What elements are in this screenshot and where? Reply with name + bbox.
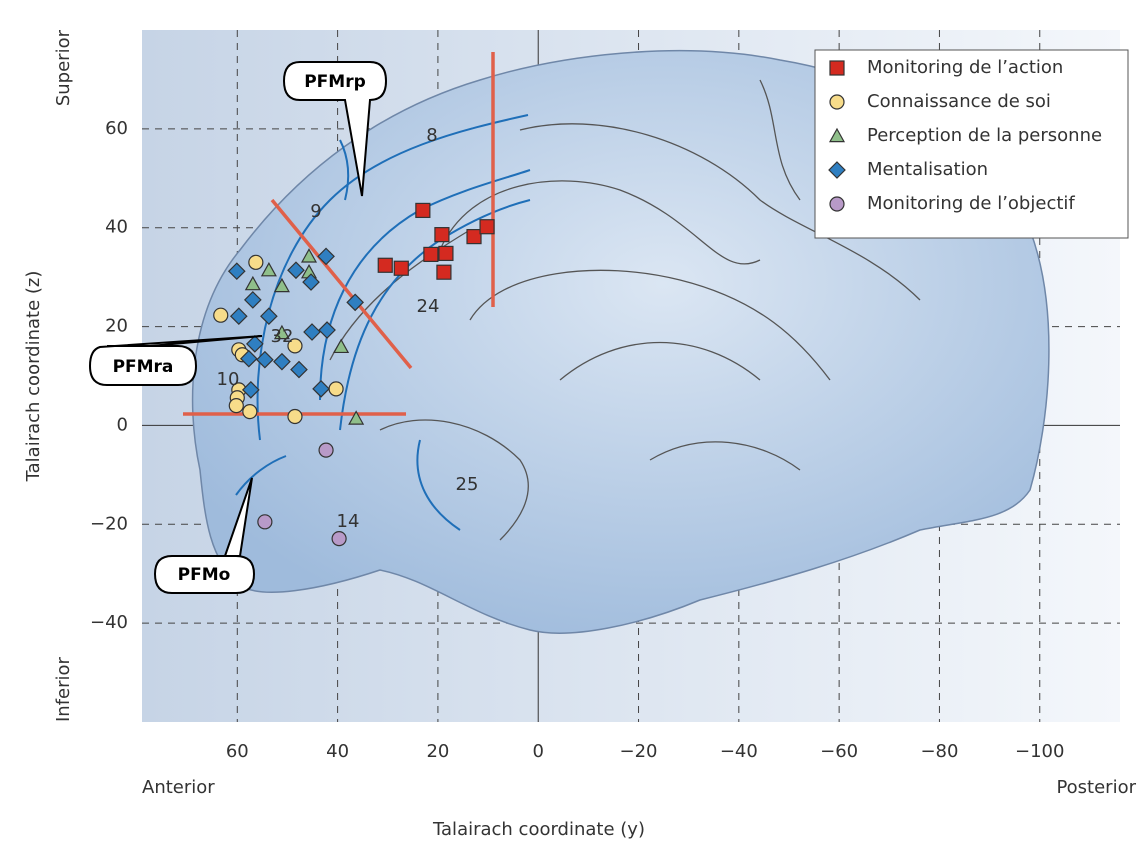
area-label: 14 — [337, 511, 360, 532]
marker — [287, 338, 303, 354]
marker — [213, 307, 229, 323]
direction-label: Anterior — [142, 777, 215, 798]
legend-label: Mentalisation — [867, 159, 988, 180]
area-label: 10 — [217, 369, 240, 390]
marker — [829, 94, 845, 110]
marker — [303, 323, 321, 341]
marker — [828, 161, 846, 179]
x-tick-label: 0 — [532, 741, 543, 762]
callout-bubble — [88, 335, 263, 386]
marker — [245, 335, 264, 353]
y-tick-label: 40 — [105, 217, 128, 238]
marker — [244, 275, 261, 291]
area-label: 9 — [310, 201, 321, 222]
area-label: 25 — [456, 474, 479, 495]
x-tick-label: −100 — [1015, 741, 1064, 762]
x-tick-label: 20 — [426, 741, 449, 762]
marker — [393, 260, 409, 276]
marker — [318, 321, 336, 339]
marker — [273, 352, 291, 371]
marker — [829, 196, 845, 212]
marker — [241, 380, 260, 399]
x-axis-label: Talairach coordinate (y) — [432, 819, 645, 840]
marker — [333, 338, 350, 354]
marker — [287, 408, 303, 425]
marker — [256, 350, 274, 369]
marker — [438, 245, 454, 262]
marker — [829, 60, 845, 76]
y-tick-label: −40 — [90, 612, 128, 633]
marker — [828, 127, 846, 143]
y-tick-label: 60 — [105, 118, 128, 139]
marker — [248, 254, 264, 270]
legend-box — [814, 49, 1129, 239]
x-tick-label: −20 — [620, 741, 658, 762]
marker — [479, 219, 495, 235]
legend: Monitoring de l’action Connaissance de so… — [814, 49, 1129, 239]
legend-label: Monitoring de l’objectif — [867, 193, 1075, 214]
area-label: 32 — [271, 326, 294, 347]
direction-label: Superior — [53, 29, 74, 106]
marker — [312, 380, 330, 398]
marker — [260, 261, 277, 277]
callout: PFMo — [178, 565, 231, 585]
marker — [257, 514, 273, 530]
x-tick-label: 60 — [226, 741, 249, 762]
marker — [239, 349, 258, 368]
marker — [348, 410, 365, 425]
marker — [423, 246, 439, 263]
marker — [260, 307, 278, 326]
marker — [436, 264, 452, 280]
marker — [227, 262, 246, 281]
x-tick-label: −80 — [920, 741, 958, 762]
callouts — [88, 61, 388, 594]
direction-label: Posterior — [1056, 777, 1136, 798]
marker — [317, 247, 335, 266]
y-axis-label: Talairach coordinate (z) — [23, 271, 44, 483]
points — [213, 202, 495, 547]
callout: PFMrp — [304, 72, 366, 92]
y-tick-label: −20 — [90, 513, 128, 534]
x-tick-label: −40 — [720, 741, 758, 762]
legend-label: Monitoring de l’action — [867, 57, 1063, 78]
marker — [229, 307, 248, 326]
marker — [318, 442, 334, 458]
callout: PFMra — [113, 357, 174, 377]
marker — [243, 291, 262, 309]
marker — [242, 403, 258, 420]
marker — [228, 398, 244, 414]
x-tick-label: 40 — [326, 741, 349, 762]
y-tick-label: 0 — [117, 414, 128, 435]
x-tick-label: −60 — [820, 741, 858, 762]
marker — [377, 257, 393, 273]
marker — [273, 324, 290, 340]
marker — [273, 277, 290, 293]
callout-bubble — [282, 61, 388, 197]
marker — [328, 381, 344, 397]
callout-bubble — [153, 477, 256, 594]
area-label: 8 — [426, 125, 437, 146]
area-label: 24 — [417, 296, 440, 317]
y-tick-label: 20 — [105, 316, 128, 337]
direction-label: Inferior — [53, 656, 74, 722]
marker — [415, 202, 431, 219]
marker — [290, 360, 308, 379]
marker — [466, 229, 482, 245]
marker — [300, 248, 318, 263]
marker — [434, 227, 450, 243]
marker — [287, 261, 305, 280]
marker — [302, 273, 320, 291]
legend-label: Perception de la personne — [867, 125, 1102, 146]
legend-label: Connaissance de soi — [867, 91, 1051, 112]
marker — [331, 531, 347, 547]
marker — [346, 293, 365, 312]
